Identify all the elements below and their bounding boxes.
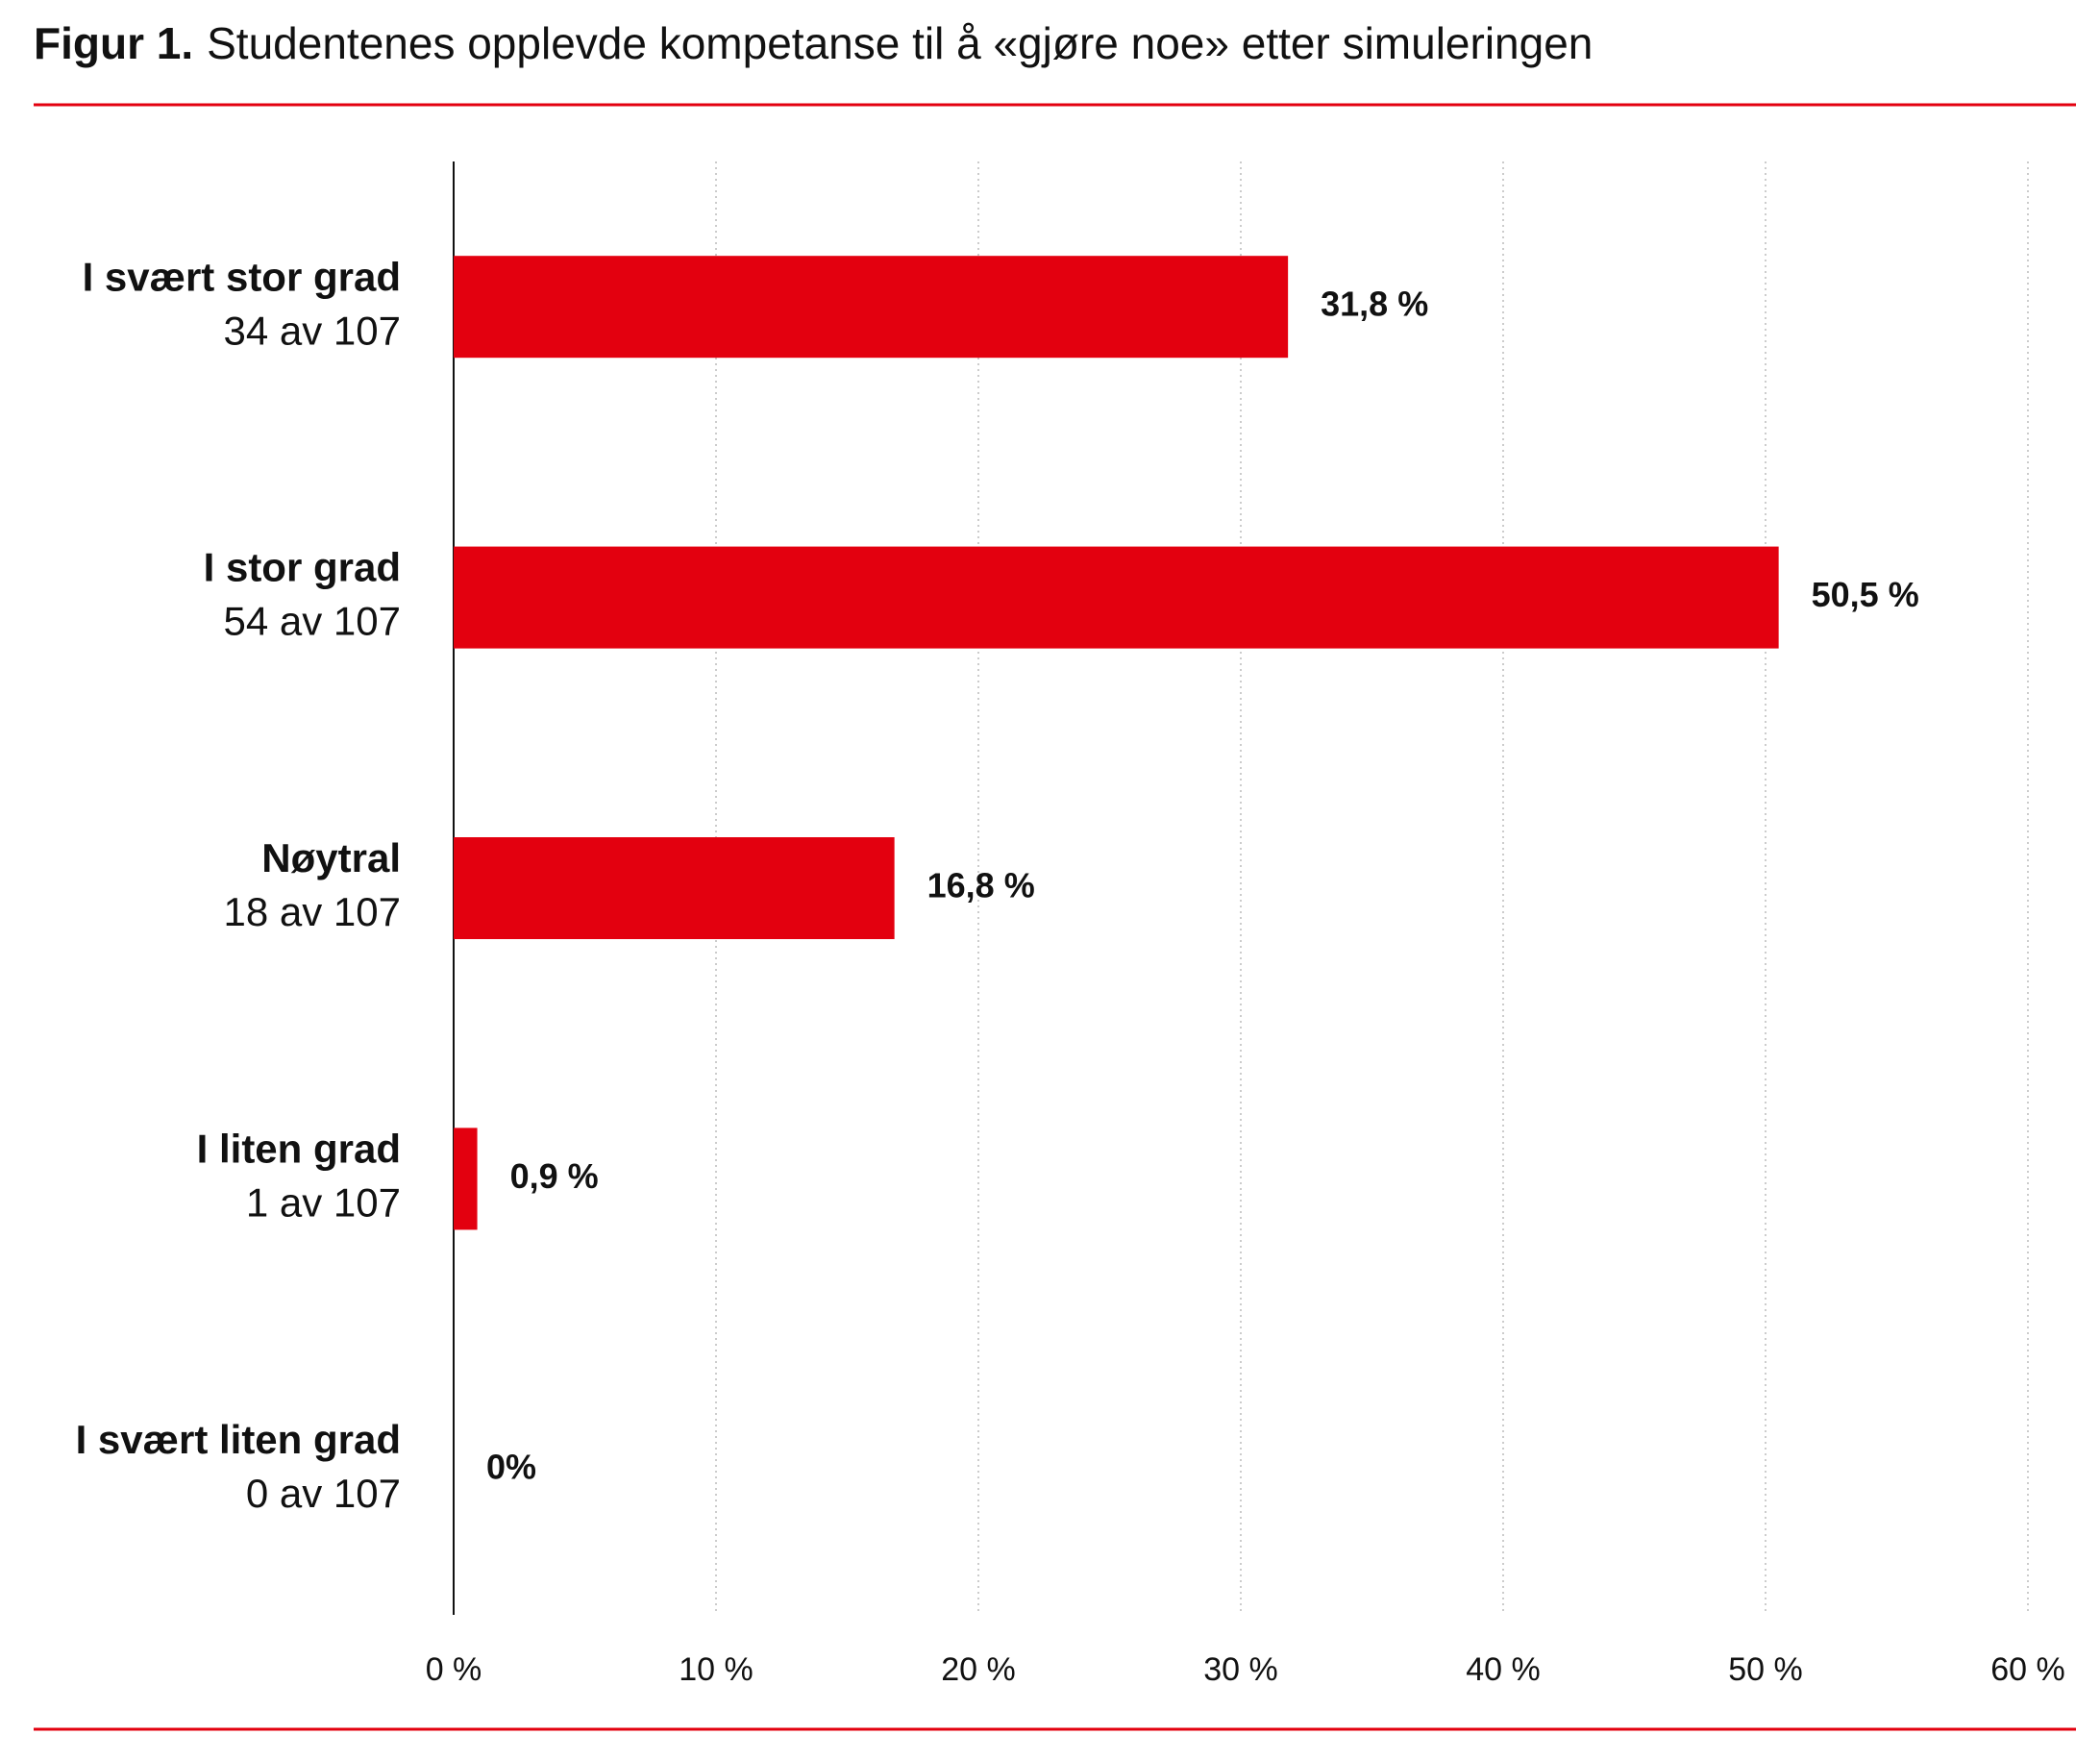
x-tick-label: 40 % — [1466, 1651, 1541, 1688]
value-label: 0,9 % — [510, 1156, 599, 1196]
bar — [454, 1128, 478, 1230]
title-prefix: Figur 1. — [34, 18, 193, 68]
category-label: I liten grad — [197, 1126, 401, 1171]
category-label: Nøytral — [261, 835, 401, 880]
x-tick-label: 10 % — [679, 1651, 754, 1688]
title-text: Studentenes opplevde kompetanse til å «g… — [207, 18, 1593, 68]
value-label: 50,5 % — [1812, 575, 1919, 614]
x-tick-label: 30 % — [1203, 1651, 1278, 1688]
category-sublabel: 34 av 107 — [224, 308, 402, 353]
category-sublabel: 18 av 107 — [224, 889, 402, 934]
value-label: 16,8 % — [927, 866, 1035, 905]
bar — [454, 256, 1289, 359]
category-label: I stor grad — [204, 545, 401, 590]
bar — [454, 837, 895, 939]
value-label: 0% — [486, 1447, 536, 1486]
x-tick-label: 0 % — [426, 1651, 482, 1688]
x-tick-label: 60 % — [1990, 1651, 2065, 1688]
chart-title: Figur 1. Studentenes opplevde kompetanse … — [34, 18, 1593, 68]
category-sublabel: 54 av 107 — [224, 599, 402, 644]
x-tick-label: 50 % — [1728, 1651, 1803, 1688]
category-sublabel: 0 av 107 — [246, 1471, 401, 1516]
category-sublabel: 1 av 107 — [246, 1179, 401, 1225]
value-label: 31,8 % — [1321, 285, 1428, 324]
category-label: I svært stor grad — [83, 254, 401, 299]
x-tick-label: 20 % — [941, 1651, 1016, 1688]
category-label: I svært liten grad — [76, 1417, 401, 1462]
bar — [454, 546, 1779, 649]
